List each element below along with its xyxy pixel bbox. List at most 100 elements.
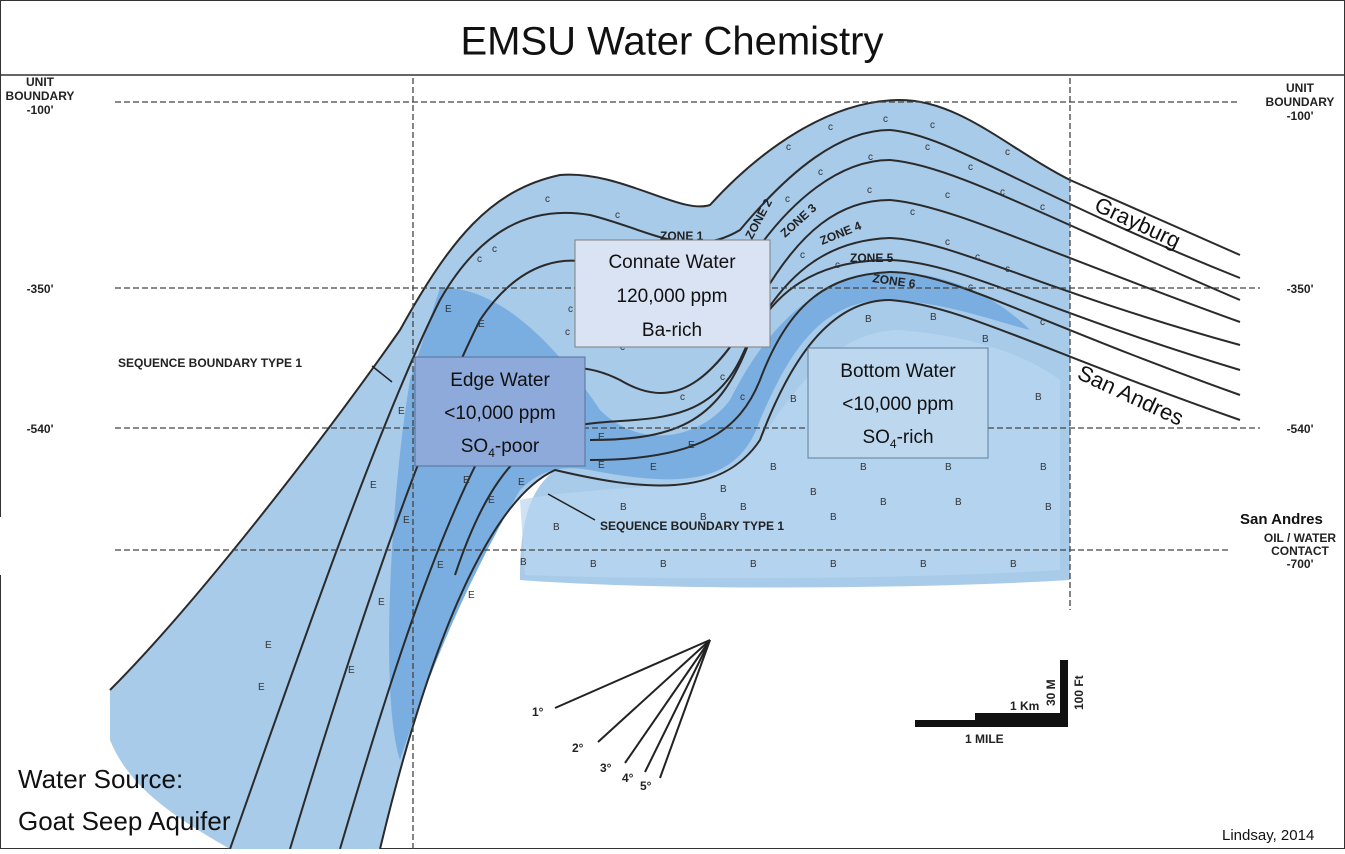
facies-symbol: E — [403, 515, 410, 526]
facies-symbol: B — [930, 312, 937, 323]
chem: -poor — [495, 436, 540, 457]
facies-symbol: c — [680, 392, 685, 403]
facies-symbol: c — [1005, 147, 1010, 158]
facies-symbol: E — [265, 640, 272, 651]
facies-symbol: c — [945, 190, 950, 201]
facies-symbol: E — [650, 462, 657, 473]
facies-symbol: E — [598, 432, 605, 443]
box-text: Ba-rich — [642, 320, 702, 341]
oil-water-label: -700' — [1287, 557, 1314, 571]
facies-symbol: E — [398, 406, 405, 417]
facies-symbol: B — [620, 502, 627, 513]
box-text: 120,000 ppm — [617, 286, 728, 307]
facies-symbol: B — [1035, 392, 1042, 403]
facies-symbol: c — [1000, 187, 1005, 198]
facies-symbol: B — [1040, 462, 1047, 473]
facies-symbol: c — [786, 142, 791, 153]
facies-symbol: B — [790, 394, 797, 405]
bottom-box — [807, 347, 989, 459]
facies-symbol: c — [910, 207, 915, 218]
facies-symbol: B — [1045, 502, 1052, 513]
water-source: Goat Seep Aquifer — [18, 806, 231, 836]
facies-symbol: c — [835, 260, 840, 271]
facies-symbol: c — [800, 250, 805, 261]
facies-symbol: c — [565, 327, 570, 338]
box-text: Bottom Water — [840, 361, 956, 382]
facies-symbol: c — [867, 185, 872, 196]
left-unit-label: BOUNDARY — [6, 89, 75, 103]
left-unit-label: UNIT — [26, 75, 55, 89]
reference-lines — [115, 78, 1260, 849]
dip-label: 1° — [532, 705, 544, 719]
connate-box — [574, 239, 771, 348]
facies-symbol: c — [1005, 264, 1010, 275]
scale-bar — [915, 660, 1068, 727]
facies-symbol: B — [945, 462, 952, 473]
dip-line — [554, 639, 711, 709]
scale-label: 1 MILE — [965, 732, 1004, 746]
scale-segment — [915, 720, 975, 727]
facies-symbol: c — [968, 162, 973, 173]
oil-water-label: San Andres — [1240, 511, 1323, 528]
facies-symbol: c — [868, 152, 873, 163]
box-text: Edge Water — [450, 370, 550, 391]
dip-line — [597, 639, 711, 743]
sequence-boundary-label: SEQUENCE BOUNDARY TYPE 1 — [118, 356, 302, 370]
box-text: SO4-poor — [461, 436, 540, 460]
facies-symbol: c — [568, 304, 573, 315]
left-depth-label: -540' — [27, 422, 54, 436]
scale-segment — [975, 713, 1065, 727]
scale-label: 1 Km — [1010, 699, 1039, 713]
facies-symbol: B — [770, 462, 777, 473]
left-depth-label: -350' — [27, 282, 54, 296]
facies-symbol: c — [492, 244, 497, 255]
zone-label: ZONE 5 — [850, 251, 894, 265]
facies-symbol: E — [598, 460, 605, 471]
facies-symbol: c — [945, 237, 950, 248]
facies-symbol: B — [1010, 559, 1017, 570]
contour-line — [589, 258, 1241, 441]
facies-symbol: c — [925, 142, 930, 153]
facies-symbol: B — [830, 559, 837, 570]
facies-symbol: c — [720, 372, 725, 383]
chem: -rich — [897, 427, 934, 448]
box-text: SO4-rich — [862, 427, 933, 451]
blank-patch — [0, 517, 113, 575]
box-text: <10,000 ppm — [842, 394, 953, 415]
facies-symbol: c — [818, 167, 823, 178]
dip-line — [659, 639, 711, 779]
arrow — [547, 493, 596, 521]
dip-fan — [554, 639, 711, 779]
right-unit-label: BOUNDARY — [1266, 95, 1335, 109]
dip-label: 5° — [640, 779, 652, 793]
facies-symbol: c — [975, 252, 980, 263]
edge-box — [414, 356, 586, 467]
facies-symbol: B — [553, 522, 560, 533]
facies-symbol: c — [828, 122, 833, 133]
chem: SO — [862, 427, 889, 448]
facies-symbol: B — [520, 557, 527, 568]
contour-line — [589, 270, 1241, 461]
facies-symbol: c — [545, 194, 550, 205]
facies-symbol: B — [982, 334, 989, 345]
dip-label: 3° — [600, 761, 612, 775]
facies-symbol: E — [688, 440, 695, 451]
facies-symbol: c — [968, 282, 973, 293]
right-unit-label: -100' — [1287, 109, 1314, 123]
facies-symbol: c — [615, 210, 620, 221]
right-unit-label: UNIT — [1286, 81, 1315, 95]
chem-sub: 4 — [488, 446, 495, 460]
facies-symbol: B — [810, 487, 817, 498]
contour-line — [229, 128, 1241, 850]
water-source: Water Source: — [18, 764, 183, 794]
dip-label: 2° — [572, 741, 584, 755]
facies-symbol: E — [488, 495, 495, 506]
facies-symbol: B — [920, 559, 927, 570]
facies-symbol: c — [785, 194, 790, 205]
title: EMSU Water Chemistry — [460, 20, 883, 64]
facies-symbol: E — [378, 597, 385, 608]
facies-symbol: E — [258, 682, 265, 693]
right-depth-label: -540' — [1287, 422, 1314, 436]
chem-sub: 4 — [890, 437, 897, 451]
